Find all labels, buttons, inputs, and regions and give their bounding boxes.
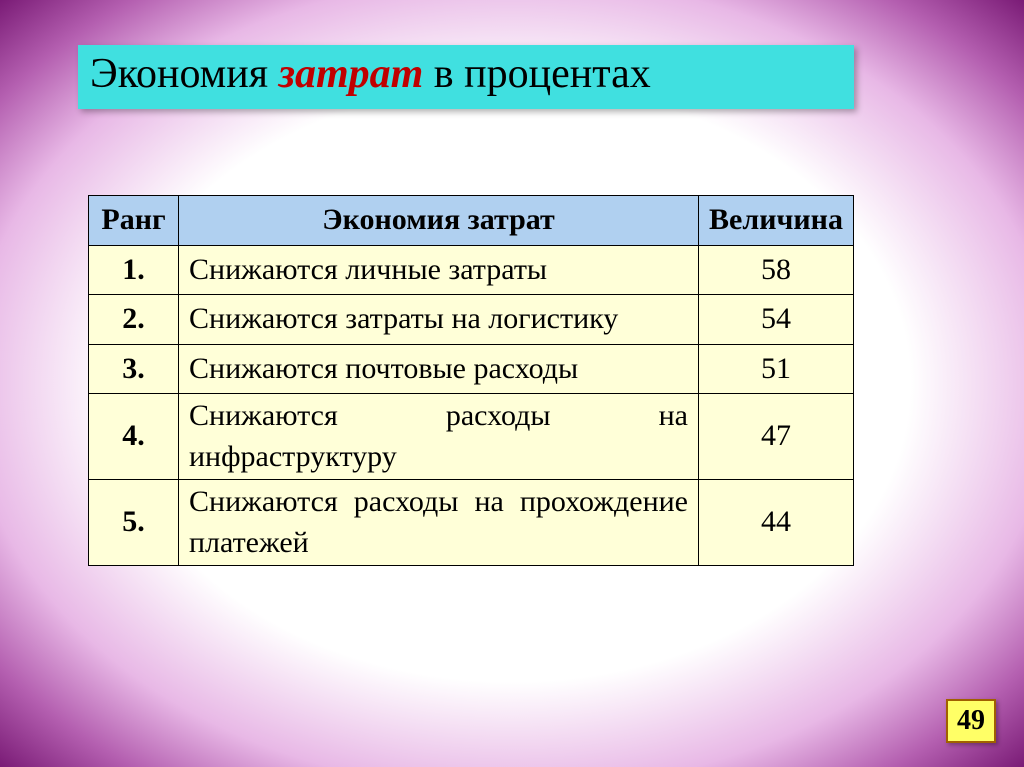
cell-rank: 1. bbox=[89, 245, 179, 295]
title-text-accent: затрат bbox=[279, 51, 424, 97]
cell-rank: 3. bbox=[89, 344, 179, 394]
cell-desc: Снижаются почтовые расходы bbox=[179, 344, 699, 394]
slide-title: Экономия затрат в процентах bbox=[78, 45, 854, 109]
table-row: 2.Снижаются затраты на логистику54 bbox=[89, 295, 854, 345]
page-number-badge: 49 bbox=[946, 699, 996, 743]
col-header-desc: Экономия затрат bbox=[179, 196, 699, 246]
cell-desc: Снижаются расходы на инфраструктуру bbox=[179, 394, 699, 480]
cell-value: 44 bbox=[699, 480, 854, 566]
table-body: 1.Снижаются личные затраты582.Снижаются … bbox=[89, 245, 854, 566]
cell-value: 47 bbox=[699, 394, 854, 480]
table-header-row: Ранг Экономия затрат Величина bbox=[89, 196, 854, 246]
table-row: 3.Снижаются почтовые расходы51 bbox=[89, 344, 854, 394]
cell-value: 51 bbox=[699, 344, 854, 394]
slide: Экономия затрат в процентах Ранг Экономи… bbox=[0, 0, 1024, 767]
cell-value: 58 bbox=[699, 245, 854, 295]
cell-desc: Снижаются личные затраты bbox=[179, 245, 699, 295]
cell-desc: Снижаются расходы на прохождение платеже… bbox=[179, 480, 699, 566]
col-header-rank: Ранг bbox=[89, 196, 179, 246]
col-header-value: Величина bbox=[699, 196, 854, 246]
title-text-part3: в процентах bbox=[423, 51, 650, 97]
cost-savings-table-wrap: Ранг Экономия затрат Величина 1.Снижаютс… bbox=[88, 195, 853, 566]
table-row: 1.Снижаются личные затраты58 bbox=[89, 245, 854, 295]
cost-savings-table: Ранг Экономия затрат Величина 1.Снижаютс… bbox=[88, 195, 854, 566]
title-text-part1: Экономия bbox=[90, 51, 279, 97]
table-row: 4.Снижаются расходы на инфраструктуру47 bbox=[89, 394, 854, 480]
cell-rank: 5. bbox=[89, 480, 179, 566]
cell-value: 54 bbox=[699, 295, 854, 345]
cell-desc: Снижаются затраты на логистику bbox=[179, 295, 699, 345]
cell-rank: 2. bbox=[89, 295, 179, 345]
table-row: 5.Снижаются расходы на прохождение плате… bbox=[89, 480, 854, 566]
cell-rank: 4. bbox=[89, 394, 179, 480]
